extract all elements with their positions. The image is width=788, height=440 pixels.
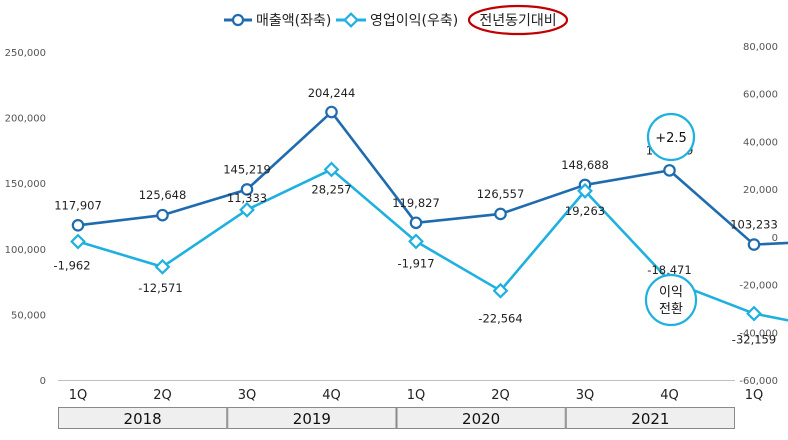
left-axis-tick: 200,000: [5, 114, 46, 125]
profit-series-point: [746, 305, 762, 322]
quarter-label: 4Q: [322, 388, 341, 403]
profit-series-point: [154, 258, 171, 275]
profit-turn-circle: [644, 273, 698, 327]
quarter-label: 2Q: [153, 388, 172, 403]
legend: 매출액(좌축) 영업이익(우축) 전년동기대비: [224, 4, 569, 36]
profit-series-point: [408, 233, 424, 250]
left-axis-tick: 100,000: [5, 245, 46, 256]
right-axis-tick: -20,000: [739, 281, 778, 292]
legend-yoy-ellipse: [467, 4, 569, 36]
revenue-series-data-label: 204,244: [308, 86, 356, 100]
profit-turn-label-2: 전환: [659, 302, 683, 317]
profit-series-data-label: 11,333: [227, 191, 267, 205]
quarter-label: 1Q: [407, 388, 426, 403]
revenue-series-point: [240, 183, 254, 196]
revenue-change-label: +2.5: [655, 131, 687, 146]
profit-series-data-label: 19,263: [565, 204, 605, 218]
right-axis-tick: 80,000: [743, 42, 778, 53]
profit-series-point: [70, 233, 86, 250]
revenue-series-data-label: 126,557: [477, 187, 525, 201]
right-axis-tick: 60,000: [743, 90, 778, 101]
profit-series: -1,962 -12,571 11,333 28,257 -1,917 -22,564 19…: [53, 161, 788, 347]
year-box: [58, 407, 228, 429]
profit-turn-label-1: 이익: [659, 285, 683, 300]
right-axis-tick: -60,000: [739, 376, 778, 387]
left-axis-tick: 250,000: [5, 48, 46, 59]
revenue-series-point: [71, 219, 85, 232]
legend-profit-label: 영업이익(우축): [370, 13, 458, 29]
revenue-series-data-label: 119,827: [392, 196, 440, 210]
right-axis-tick: 20,000: [743, 185, 778, 196]
legend-revenue-marker: [231, 13, 245, 27]
year-box: [227, 407, 397, 429]
left-axis: 0 50,000 100,000 150,000 200,000 250,000: [5, 48, 46, 387]
revenue-series-data-label: 145,219: [223, 162, 271, 176]
year-label: 2019: [293, 410, 331, 428]
right-axis: -60,000 -40,000 -20,000 0 20,000 40,000 60,000…: [739, 42, 778, 387]
quarter-label: 3Q: [576, 388, 595, 403]
profit-series-data-label: 28,257: [311, 182, 351, 196]
profit-series-data-label: -1,962: [53, 259, 90, 273]
legend-yoy-label: 전년동기대비: [479, 13, 556, 29]
revenue-series-point: [409, 216, 423, 230]
revenue-series-point: [325, 105, 338, 119]
revenue-change-circle: [646, 112, 696, 162]
profit-series-point: [577, 182, 593, 199]
right-axis-tick: 0: [772, 233, 778, 244]
revenue-series-point: [747, 238, 761, 251]
profit-series-point: [492, 282, 509, 299]
year-label: 2020: [462, 410, 500, 428]
revenue-series-point: [494, 207, 507, 221]
quarter-label: 3Q: [238, 388, 257, 403]
profit-series-data-label: -12,571: [138, 281, 182, 295]
left-axis-tick: 50,000: [11, 310, 46, 321]
year-box: [396, 407, 566, 429]
quarter-label: 4Q: [660, 388, 679, 403]
revenue-series-data-label: 103,233: [730, 218, 778, 232]
year-label: 2018: [124, 410, 162, 428]
quarter-label: 1Q: [745, 388, 764, 403]
left-axis-tick: 0: [40, 376, 46, 387]
revenue-series-data-label: 117,907: [54, 198, 102, 212]
legend-revenue-label: 매출액(좌축): [256, 13, 331, 29]
revenue-series-point: [663, 164, 676, 177]
year-box: [565, 407, 735, 429]
revenue-series-data-label: 125,648: [139, 188, 187, 202]
revenue-series-point: [156, 208, 169, 222]
right-axis-tick: 40,000: [743, 137, 778, 148]
quarter-label: 2Q: [491, 388, 510, 403]
revenue-series-data-label: 148,688: [561, 158, 609, 172]
right-axis-tick: -40,000: [739, 328, 778, 339]
profit-series-data-label: -18,471: [647, 263, 691, 277]
year-label: 2021: [631, 410, 669, 428]
quarter-label: 1Q: [69, 388, 88, 403]
legend-profit-marker: [343, 12, 359, 28]
profit-series-data-label: -32,159: [732, 333, 776, 347]
profit-series-point: [239, 201, 255, 218]
profit-series-data-label: -1,917: [397, 256, 434, 270]
left-axis-tick: 150,000: [5, 179, 46, 190]
profit-series-data-label: -22,564: [478, 312, 522, 326]
x-axis: 1Q2Q3Q4Q1Q2Q3Q4Q1Q2Q3Q4Q1Q2Q3Q4Q20182019…: [58, 380, 764, 429]
profit-series-point: [323, 161, 340, 178]
